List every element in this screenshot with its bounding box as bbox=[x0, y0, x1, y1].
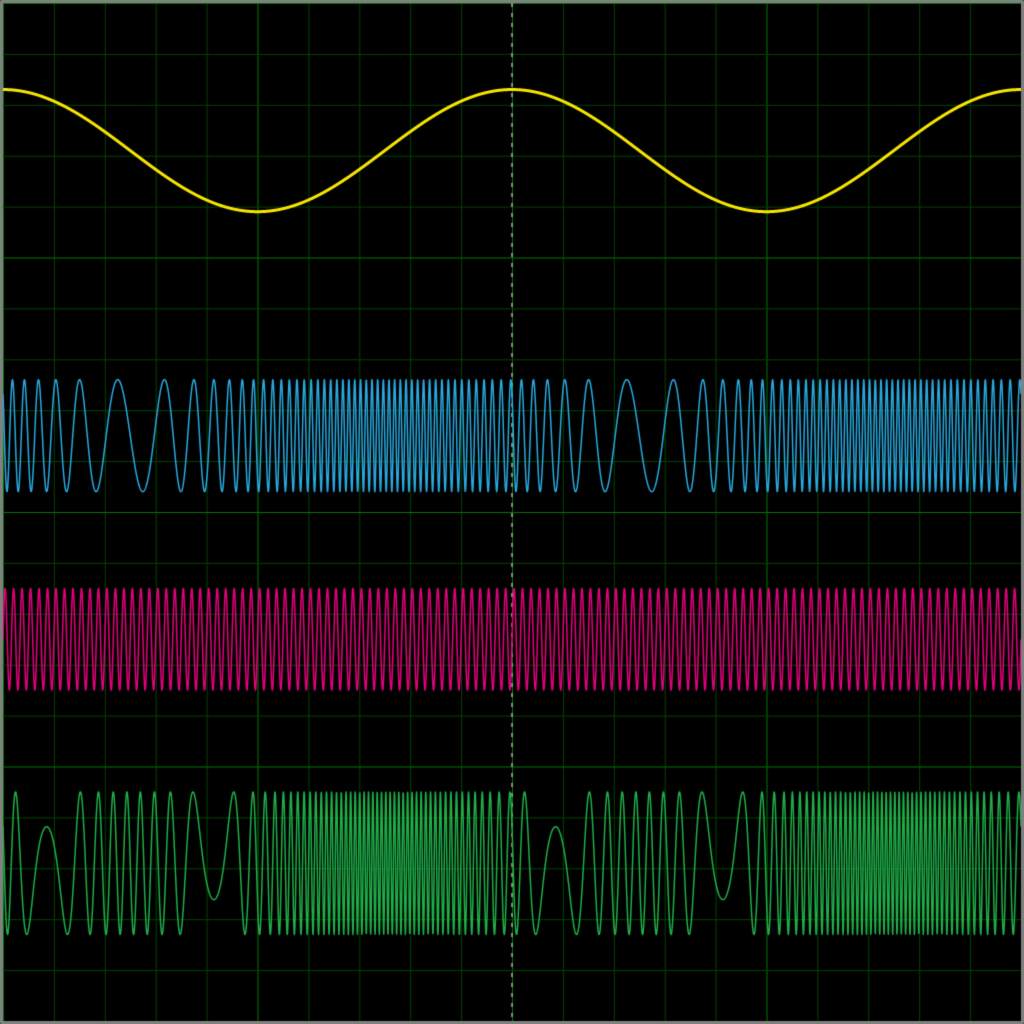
oscilloscope-display bbox=[0, 0, 1024, 1024]
